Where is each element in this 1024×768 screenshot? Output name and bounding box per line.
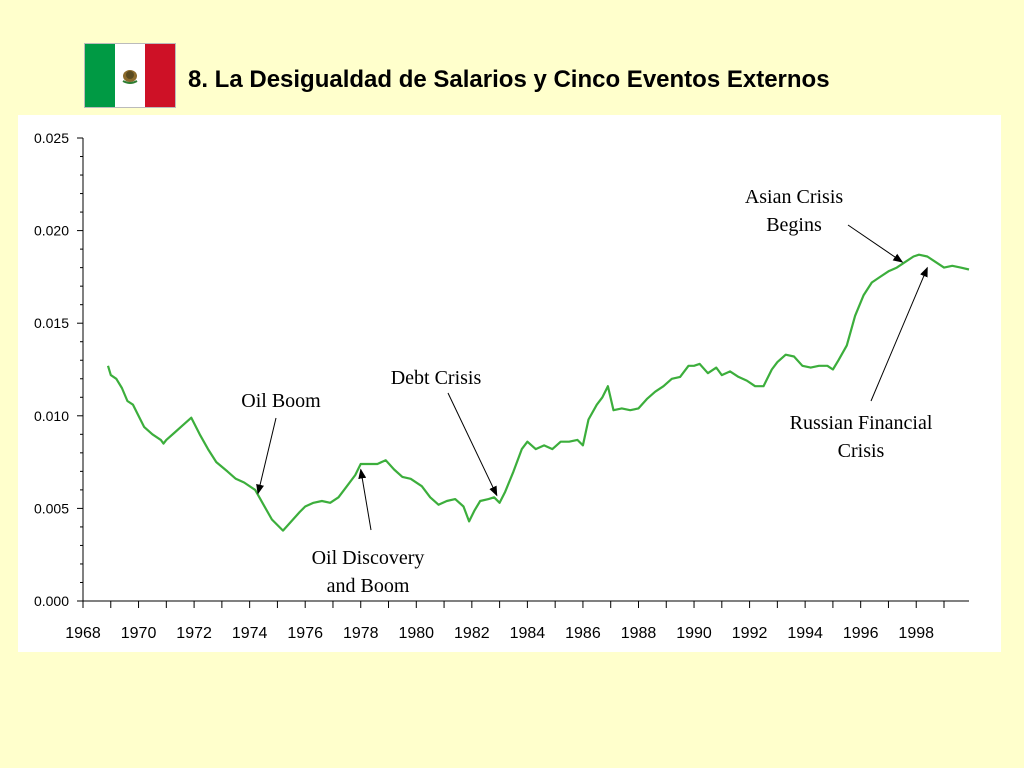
flag-green-stripe: [85, 44, 115, 107]
y-tick-label: 0.005: [34, 500, 69, 516]
x-tick-label: 1988: [621, 625, 657, 642]
flag-white-stripe: [115, 44, 145, 107]
annotation-arrow: [447, 392, 498, 497]
x-tick-label: 1986: [565, 625, 601, 642]
annotation: Oil Discovery and Boom: [312, 468, 425, 597]
series-group: [106, 253, 970, 532]
annotation: Russian Financial Crisis: [790, 266, 933, 462]
annotation-arrow: [358, 468, 372, 531]
y-tick-label: 0.025: [34, 130, 69, 146]
x-tick-label: 1990: [676, 625, 712, 642]
flag-red-stripe: [145, 44, 175, 107]
y-tick-label: 0.015: [34, 315, 69, 331]
mexico-flag-icon: [84, 43, 176, 108]
x-tick-label: 1996: [843, 625, 879, 642]
x-tick-label: 1972: [176, 625, 212, 642]
annotation: Asian Crisis Begins: [745, 186, 904, 263]
x-tick-label: 1978: [343, 625, 379, 642]
x-tick-label: 1982: [454, 625, 490, 642]
eagle-emblem-icon: [122, 69, 138, 84]
x-tick-label: 1980: [398, 625, 434, 642]
annotation-label: Begins: [766, 214, 822, 236]
annotation-label: Russian Financial: [790, 412, 933, 434]
x-tick-label: 1994: [787, 625, 823, 642]
annotation-arrow: [870, 266, 928, 402]
x-tick-label: 1984: [510, 625, 546, 642]
annotation-arrow: [256, 417, 277, 495]
annotation-label: Asian Crisis: [745, 186, 844, 208]
y-tick-label: 0.010: [34, 408, 69, 424]
annotation: Debt Crisis: [391, 367, 498, 497]
x-axis: 1968 1970 1972 1974 1976 1978 1980 1982 1984 1986…: [65, 600, 969, 642]
x-tick-label: 1976: [287, 625, 323, 642]
x-tick-label: 1992: [732, 625, 768, 642]
annotation-label: Crisis: [838, 440, 885, 462]
annotation-label: Oil Boom: [241, 390, 321, 412]
slide-title: 8. La Desigualdad de Salarios y Cinco Ev…: [188, 66, 830, 93]
x-tick-label: 1968: [65, 625, 101, 642]
x-tick-label: 1970: [121, 625, 157, 642]
series-line: [106, 253, 970, 532]
annotation-label: and Boom: [327, 575, 410, 597]
y-tick-label: 0.020: [34, 223, 69, 239]
x-tick-label: 1974: [232, 625, 268, 642]
annotation-label: Oil Discovery: [312, 547, 425, 569]
annotation-arrow: [847, 224, 904, 263]
y-axis: 0.000 0.005 0.010 0.015 0.020 0.025: [34, 130, 84, 609]
annotations-group: Oil Boom Oil Discovery and Boom Debt Crisis…: [241, 186, 933, 597]
y-tick-label: 0.000: [34, 593, 69, 609]
annotation: Oil Boom: [241, 390, 321, 495]
annotation-label: Debt Crisis: [391, 367, 482, 389]
chart-panel: 0.000 0.005 0.010 0.015 0.020 0.025 1968 1970 1…: [18, 115, 1001, 652]
x-tick-label: 1998: [898, 625, 934, 642]
